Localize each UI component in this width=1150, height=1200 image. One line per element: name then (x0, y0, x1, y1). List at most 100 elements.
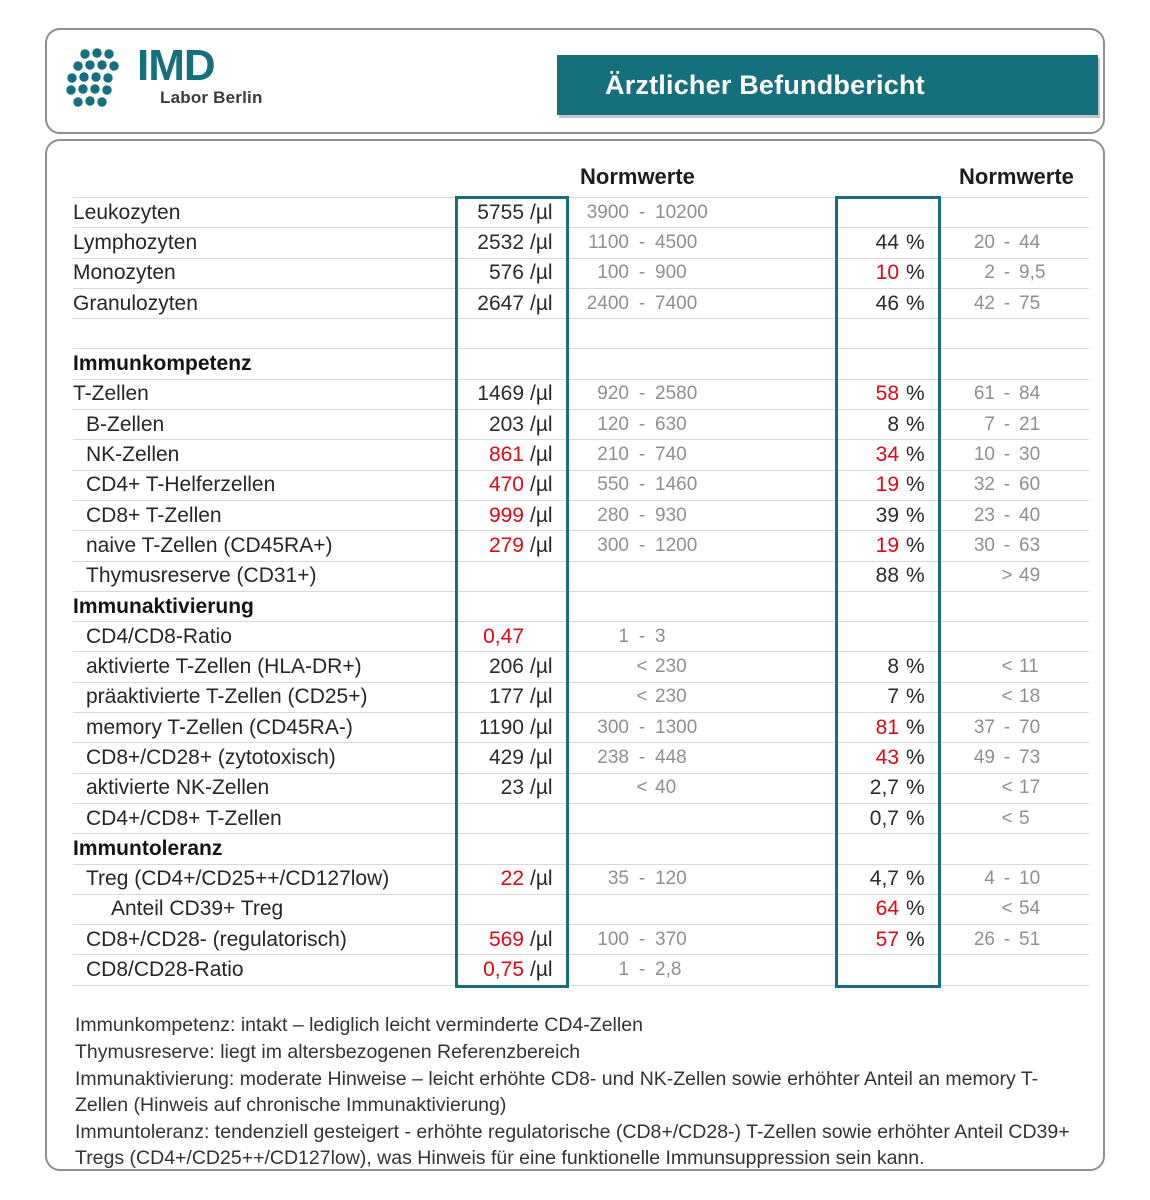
result-norm-range-abs: 2400 - 7400 (586, 292, 698, 314)
result-value: 999 (488, 503, 524, 527)
table-row: präaktivierte T-Zellen (CD25+) 177 /µl <… (73, 683, 1089, 714)
result-name: CD8/CD28-Ratio (86, 958, 244, 982)
result-value: 470 (488, 473, 524, 497)
result-percent: 44 (875, 230, 899, 254)
result-value-cell: 0,47 (457, 625, 567, 649)
result-norm-range-pct: 49 - 73 (973, 746, 1041, 768)
result-value-cell: 2647 /µl (457, 292, 567, 316)
result-name: Monozyten (73, 261, 176, 285)
result-percent: 10 (875, 261, 899, 285)
result-norm-range-pct: 10 - 30 (973, 444, 1041, 466)
result-norm-range-abs: 1100 - 4500 (588, 231, 698, 253)
result-norm-range-pct: 32 - 60 (973, 474, 1041, 496)
result-percent: 34 (875, 443, 899, 467)
result-value: 861 (488, 443, 524, 467)
result-value: 177 (488, 685, 524, 709)
result-unit: /µl (530, 230, 553, 254)
result-unit: /µl (530, 655, 553, 679)
interpretation-section: Immunkompetenz: intakt – lediglich leich… (75, 1013, 1075, 1173)
result-norm-range-abs: 100 - 900 (597, 262, 687, 284)
result-percent: 7 (887, 685, 899, 709)
report-banner: Ärztlicher Befundbericht (557, 55, 1098, 115)
result-percent-cell: 10 % (837, 261, 939, 285)
result-norm-range-pct: 30 - 63 (973, 534, 1041, 556)
result-percent-cell: 0,7 % (837, 807, 939, 831)
result-percent-cell: 2,7 % (837, 776, 939, 800)
result-norm-range-abs: < 230 (636, 656, 687, 678)
result-value-cell: 0,75 /µl (457, 958, 567, 982)
result-percent-cell: 39 % (837, 504, 939, 528)
result-name: CD8+/CD28- (regulatorisch) (86, 927, 347, 951)
result-unit: /µl (530, 412, 553, 436)
result-value-cell: 22 /µl (457, 867, 567, 891)
result-unit: /µl (530, 685, 553, 709)
table-row: Monozyten 576 /µl 100 - 900 10 % 2 - 9,5 (73, 259, 1089, 289)
result-percent-cell: 44 % (837, 231, 939, 255)
result-value-cell: 576 /µl (457, 261, 567, 285)
result-percent: 19 (875, 473, 899, 497)
result-name: Immunaktivierung (73, 594, 254, 618)
result-norm-range-abs: 1 - 3 (618, 625, 666, 647)
result-name: Leukozyten (73, 200, 181, 224)
result-norm-range-pct: 37 - 70 (973, 716, 1041, 738)
result-percent-cell: 8 % (837, 655, 939, 679)
result-value-cell: 206 /µl (457, 655, 567, 679)
result-name: CD4+/CD8+ T-Zellen (86, 806, 282, 830)
result-norm-range-abs: 300 - 1300 (597, 716, 698, 738)
interpretation-line: Immunaktivierung: moderate Hinweise – le… (75, 1067, 1039, 1116)
result-value-cell: 5755 /µl (457, 201, 567, 225)
result-name: aktivierte T-Zellen (HLA-DR+) (86, 655, 362, 679)
result-percent-cell: 88 % (837, 564, 939, 588)
result-norm-range-pct: 20 - 44 (973, 231, 1041, 253)
table-row: B-Zellen 203 /µl 120 - 630 8 % 7 - 21 (73, 410, 1089, 441)
result-unit (530, 625, 563, 649)
table-row: NK-Zellen 861 /µl 210 - 740 34 % 10 - 30 (73, 440, 1089, 471)
result-unit: /µl (530, 715, 553, 739)
result-value-cell: 23 /µl (457, 776, 567, 800)
result-percent: 0,7 (869, 806, 899, 830)
result-percent-unit: % (906, 806, 925, 830)
result-value: 2532 (477, 230, 524, 254)
result-percent: 39 (875, 503, 899, 527)
spacer-row (73, 319, 1089, 350)
result-value: 0,47 (483, 624, 524, 648)
result-name: CD8+ T-Zellen (86, 503, 222, 527)
result-value: 429 (488, 745, 524, 769)
result-value-cell: 1469 /µl (457, 382, 567, 406)
result-percent-cell: 81 % (837, 716, 939, 740)
result-norm-range-pct: < 5 (1001, 807, 1030, 829)
result-value: 5755 (477, 200, 524, 224)
interpretation-line: Immuntoleranz: tendenziell gesteigert - … (75, 1120, 1070, 1169)
result-percent: 8 (887, 655, 899, 679)
result-norm-range-abs: 920 - 2580 (597, 383, 698, 405)
result-percent-unit: % (906, 897, 925, 921)
result-percent: 43 (875, 745, 899, 769)
section-row: Immuntoleranz (73, 834, 1089, 865)
result-percent: 19 (875, 533, 899, 557)
result-name: Immunkompetenz (73, 352, 252, 376)
result-value: 279 (488, 533, 524, 557)
result-name: CD4+ T-Helferzellen (86, 473, 276, 497)
table-row: CD8+ T-Zellen 999 /µl 280 - 930 39 % 23 … (73, 501, 1089, 532)
result-name: Anteil CD39+ Treg (111, 897, 284, 921)
result-norm-range-abs: 238 - 448 (597, 746, 687, 768)
result-norm-range-abs: < 230 (636, 686, 687, 708)
table-row: Treg (CD4+/CD25++/CD127low) 22 /µl 35 - … (73, 865, 1089, 895)
result-percent-cell: 43 % (837, 746, 939, 770)
table-row: Anteil CD39+ Treg 64 % < 54 (73, 895, 1089, 926)
table-header-row: Normwerte Normwerte (73, 141, 1089, 197)
result-percent-unit: % (906, 382, 925, 406)
result-norm-range-abs: 3900 - 10200 (586, 201, 708, 223)
section-row: Immunaktivierung (73, 592, 1089, 623)
result-percent-unit: % (906, 715, 925, 739)
result-unit: /µl (530, 776, 553, 800)
result-percent: 4,7 (869, 867, 899, 891)
result-percent-cell: 7 % (837, 685, 939, 709)
result-norm-range-pct: < 11 (1001, 656, 1039, 678)
result-percent-cell: 19 % (837, 534, 939, 558)
table-row: CD8+/CD28+ (zytotoxisch) 429 /µl 238 - 4… (73, 743, 1089, 774)
result-name: NK-Zellen (86, 443, 180, 467)
result-unit: /µl (530, 200, 553, 224)
brand-text: IMD (137, 41, 216, 90)
result-unit: /µl (530, 261, 553, 285)
